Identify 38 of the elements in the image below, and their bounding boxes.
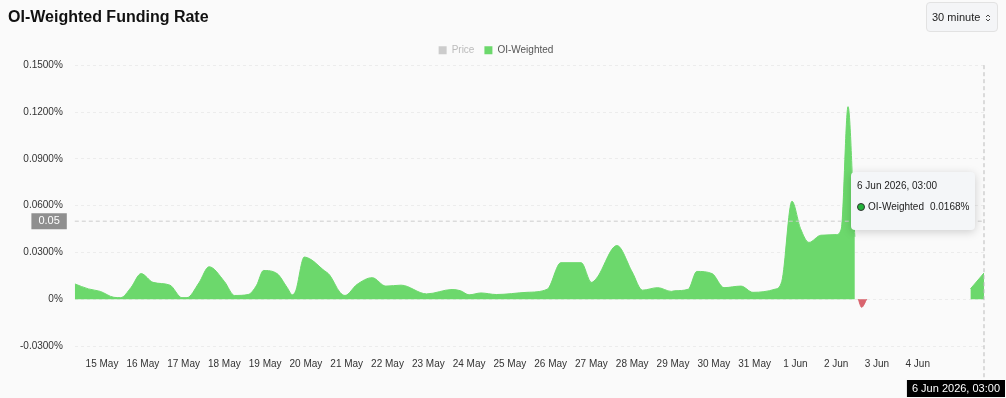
x-tick-label: 3 Jun [864,357,890,369]
y-tick-label: 0.0900% [23,152,63,164]
annotation: 6 Jun 2026, 03:00 [857,180,939,191]
x-tick-label: 1 Jun [783,357,808,369]
x-tick-label: 27 May [575,357,608,369]
y-tick-label: 0.0300% [23,246,63,258]
x-tick-label: 28 May [615,357,649,369]
legend-label: Price [451,43,475,55]
x-tick-label: 26 May [534,357,568,369]
x-tick-label: 22 May [371,357,404,369]
x-tick-label: 21 May [330,357,364,369]
ref-line-label: 6 Jun 2026, 03:00 [911,381,1000,394]
x-tick-label: 19 May [248,357,282,369]
x-tick-label: 2 Jun [823,357,849,369]
tooltip: 6 Jun 2026, 03:00 OI-Weighted 0.0168% [851,172,975,230]
x-tick-label: 23 May [411,357,445,369]
x-tick-label: 20 May [289,357,323,369]
annotation: 0.0168% [928,201,970,212]
y-tick-label: 0.1200% [23,105,63,117]
x-tick-label: 24 May [452,357,486,369]
x-tick-label: 25 May [493,357,527,369]
x-tick-label: 16 May [126,357,160,369]
x-tick-label: 15 May [85,357,119,369]
y-tick-label: 0.1500% [23,58,63,70]
x-tick-label: 18 May [207,357,241,369]
x-tick-label: 29 May [656,357,690,369]
legend-label: OI-Weighted [497,43,554,55]
annotation: OI-Weighted [868,201,924,212]
chart-title: OI-Weighted Funding Rate [8,8,209,26]
x-tick-label: 4 Jun [905,357,930,369]
y-tick-label: 0% [48,292,63,304]
ref-line-label: 0.05 [38,214,60,227]
y-tick-label: -0.0300% [20,339,63,351]
x-tick-label: 17 May [167,357,200,369]
text: 30 minute [932,11,981,23]
x-tick-label: 31 May [738,357,771,369]
y-tick-label: 0.0600% [23,199,63,211]
x-tick-label: 30 May [697,357,731,369]
